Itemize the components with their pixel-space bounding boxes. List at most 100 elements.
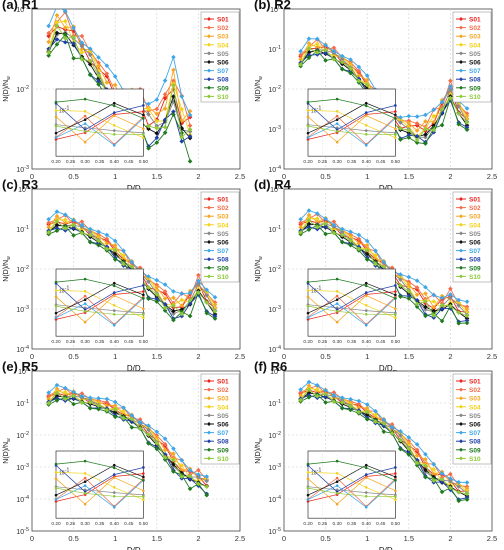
data-point [323,391,328,397]
data-point [298,220,303,226]
y-tick-label: 100 [270,185,281,194]
inset-point [112,505,116,509]
inset-point [335,289,339,293]
data-point [448,292,453,297]
inset-point [54,280,58,284]
data-point [431,292,437,298]
data-point [431,313,437,318]
inset-point [112,309,116,312]
data-point [179,106,185,112]
x-tick-label: 1 [365,352,369,361]
data-point [46,50,51,55]
legend-label: S10 [217,94,229,101]
data-point [212,309,218,314]
inset-point [142,307,145,311]
x-tick-label: 2.5 [487,534,497,543]
data-point [331,390,337,395]
legend-marker [459,94,463,99]
x-tick-label: 2 [196,352,200,361]
data-point [456,303,462,308]
inset-point [142,472,145,475]
inset-point [142,104,145,107]
x-tick-label: 2 [196,534,200,543]
data-point [314,36,320,42]
data-point [406,288,412,294]
legend-label: S01 [469,17,481,24]
data-point [71,401,76,407]
inset: 0.20 0.25 0.30 0.35 0.40 0.45 0.50 10-1 [303,268,400,345]
data-point [414,278,420,283]
inset-series-line [307,473,396,502]
inset-point [335,118,339,122]
inset-x-tick-label: 0.40 [362,339,372,345]
inset-x-tick-label: 0.30 [80,521,90,527]
inset-point [335,97,339,101]
legend-label: S10 [469,94,481,101]
inset-point [142,475,145,479]
legend-label: S07 [469,68,481,75]
inset-point [54,131,58,135]
data-point [339,405,345,411]
y-tick-label: 10-1 [16,225,29,234]
inset-point [112,466,116,470]
data-point [196,281,201,287]
data-point [364,73,370,78]
inset-point [364,294,368,297]
data-point [414,442,420,447]
legend-marker [459,17,463,21]
data-point [348,396,353,402]
inset-series-line [55,460,144,481]
data-point [464,310,470,315]
y-tick-label: 10-3 [16,463,29,472]
inset-point [142,313,145,316]
legend-label: S05 [469,51,481,58]
data-point [331,230,337,236]
data-point [137,417,143,422]
data-point [87,405,93,411]
data-point [464,486,470,491]
inset-x-tick-label: 0.40 [362,521,372,527]
inset-point [142,495,145,498]
inset-x-tick-label: 0.50 [391,159,401,165]
data-point [54,213,60,219]
inset-point [364,124,368,127]
data-point [171,303,176,308]
y-tick-label: 10-4 [268,165,281,174]
data-point [187,468,193,473]
inset-point [394,133,397,136]
x-tick-label: 1.5 [152,352,162,361]
data-point [306,40,312,46]
data-point [398,272,403,277]
data-point [187,159,193,164]
inset-point [394,117,397,120]
x-tick-label: 0.5 [68,534,78,543]
inset-point [394,313,397,316]
data-point [298,62,303,67]
data-point [204,300,210,305]
inset-point [83,122,87,125]
data-point [381,259,387,265]
inset-point [142,133,145,136]
data-point [129,416,135,422]
data-point [55,4,60,9]
data-point [146,441,151,446]
inset-point [83,289,87,293]
legend-marker [459,413,463,418]
data-point [46,23,51,29]
inset-x-tick-label: 0.30 [332,521,342,527]
data-point [71,217,76,223]
data-point [146,274,151,279]
legend-marker [207,439,211,444]
data-point [439,106,445,112]
x-tick-label: 1 [365,534,369,543]
y-tick-label: 10-3 [16,305,29,314]
data-point [171,109,176,114]
data-point [62,396,68,402]
data-point [146,112,151,117]
data-point [439,99,445,105]
inset-point [306,109,310,112]
data-point [314,219,320,225]
data-point [306,227,312,232]
